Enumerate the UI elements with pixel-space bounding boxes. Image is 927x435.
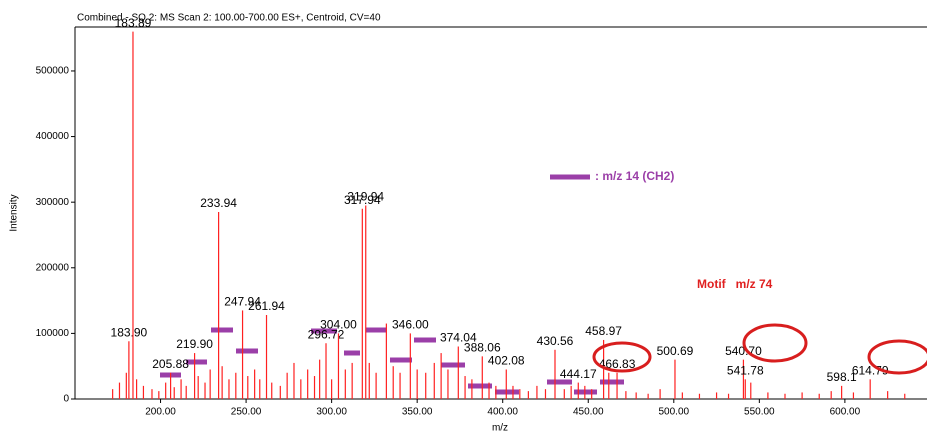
peak-label: 183.90 xyxy=(111,325,148,339)
chart-title: Combined - SQ 2: MS Scan 2: 100.00-700.0… xyxy=(77,13,381,24)
legend-text: : m/z 14 (CH2) xyxy=(595,169,674,183)
y-tick-label: 100000 xyxy=(36,328,70,339)
peak-label: 402.08 xyxy=(488,354,525,368)
y-tick-label: 200000 xyxy=(36,262,70,273)
y-axis-label: Intensity xyxy=(9,194,20,231)
x-tick-label: 400.00 xyxy=(487,407,518,418)
y-tick-label: 0 xyxy=(63,394,69,405)
peak-label: 183.89 xyxy=(115,16,152,30)
peak-label: 304.00 xyxy=(320,318,357,332)
peak-label: 247.94 xyxy=(224,295,261,309)
peak-label: 444.17 xyxy=(560,367,597,381)
peak-label: 296.72 xyxy=(308,327,345,341)
x-tick-label: 500.00 xyxy=(658,407,689,418)
circle xyxy=(742,323,808,363)
peak-label: 430.56 xyxy=(537,334,574,348)
peak-label: 388.06 xyxy=(464,341,501,355)
peak-label: 205.88 xyxy=(152,357,189,371)
x-tick-label: 350.00 xyxy=(402,407,433,418)
peak-label: 500.69 xyxy=(657,344,694,358)
peaks: 183.90 183.89 205.88 219.90 233.94 247.94261.… xyxy=(111,16,906,399)
peak-label: 233.94 xyxy=(200,196,237,210)
peak-label: 466.83 xyxy=(599,357,636,371)
peak-label: 374.04 xyxy=(440,331,477,345)
peak-label: 614.79 xyxy=(852,363,889,377)
highlight-circles xyxy=(592,323,927,375)
y-tick-label: 300000 xyxy=(36,197,70,208)
peak-label: 541.78 xyxy=(727,363,764,377)
peak-label: 219.90 xyxy=(176,337,213,351)
x-axis-label: m/z xyxy=(492,423,508,434)
x-tick-label: 200.00 xyxy=(145,407,176,418)
peak-label: 317.94 xyxy=(344,193,381,207)
peak-label: 458.97 xyxy=(585,324,622,338)
x-tick-label: 300.00 xyxy=(316,407,347,418)
y-tick-label: 500000 xyxy=(36,66,70,77)
peak-label: 319.94 xyxy=(347,190,384,204)
motif-text: Motif m/z 74 xyxy=(697,277,773,291)
peak-label: 261.94 xyxy=(248,299,285,313)
peak-label: 346.00 xyxy=(392,318,429,332)
y-tick-label: 400000 xyxy=(36,131,70,142)
x-tick-label: 250.00 xyxy=(231,407,262,418)
x-tick-label: 600.00 xyxy=(830,407,861,418)
circle xyxy=(592,341,652,373)
x-tick-label: 550.00 xyxy=(744,407,775,418)
circle xyxy=(867,339,927,375)
x-tick-label: 450.00 xyxy=(573,407,604,418)
peak-label: 598.1 xyxy=(827,370,857,384)
